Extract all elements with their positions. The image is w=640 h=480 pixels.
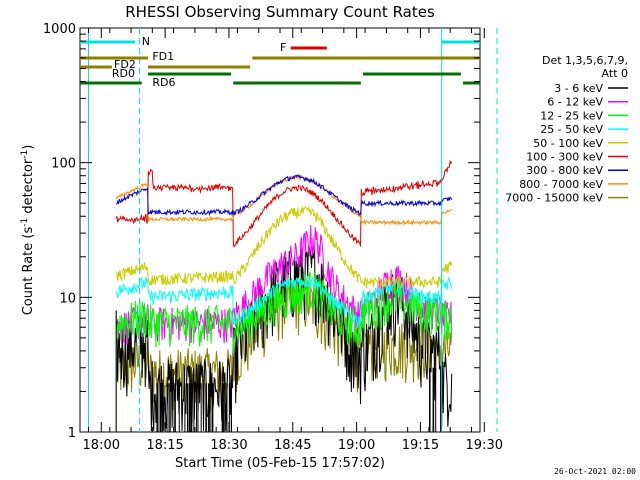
x-tick-label: 19:00 bbox=[338, 438, 375, 453]
series-trace bbox=[115, 224, 453, 345]
x-tick-label: 19:30 bbox=[466, 438, 503, 453]
y-tick-label: 1000 bbox=[43, 22, 76, 37]
series-trace bbox=[115, 159, 453, 249]
y-axis-label-sup1: -1 bbox=[20, 218, 30, 227]
data-layer bbox=[115, 159, 453, 432]
series-trace bbox=[116, 244, 453, 432]
flag-label-rd6: RD6 bbox=[152, 76, 175, 89]
legend-label: 800 - 7000 keV bbox=[519, 178, 603, 191]
legend-header-line2: Att 0 bbox=[602, 67, 628, 80]
y-axis-label: Count Rate (s-1 detector-1) bbox=[20, 145, 36, 316]
flag-label-f: F bbox=[280, 41, 286, 54]
y-tick-label: 10 bbox=[59, 291, 76, 306]
series-trace bbox=[115, 174, 453, 226]
x-tick-label: 18:30 bbox=[210, 438, 247, 453]
y-tick-label: 1 bbox=[68, 426, 76, 441]
legend-label: 50 - 100 keV bbox=[533, 137, 603, 150]
x-tick-label: 18:00 bbox=[83, 438, 120, 453]
y-tick-label: 100 bbox=[51, 157, 76, 172]
flag-label-fd1: FD1 bbox=[152, 50, 174, 63]
chart-title: RHESSI Observing Summary Count Rates bbox=[125, 3, 435, 21]
legend-label: 12 - 25 keV bbox=[540, 109, 603, 122]
series-trace bbox=[115, 271, 453, 354]
series-trace bbox=[115, 205, 453, 289]
x-tick-label: 18:45 bbox=[274, 438, 311, 453]
y-axis-label-part3: ) bbox=[21, 145, 36, 150]
y-axis-label-sup2: -1 bbox=[20, 150, 30, 159]
legend-label: 25 - 50 keV bbox=[540, 123, 603, 136]
y-axis-ticks: 1 10 100 1000 bbox=[43, 22, 480, 441]
flag-label-rd0: RD0 bbox=[112, 67, 135, 80]
generated-timestamp: 26-Oct-2021 02:00 bbox=[554, 467, 636, 476]
x-axis-label: Start Time (05-Feb-15 17:57:02) bbox=[175, 456, 385, 471]
flag-label-n: N bbox=[142, 35, 150, 48]
series-trace bbox=[116, 174, 453, 217]
series-trace bbox=[115, 275, 453, 327]
flag-label-fd2: FD2 bbox=[114, 58, 136, 71]
legend-label: 6 - 12 keV bbox=[547, 96, 603, 109]
legend-header-line1: Det 1,3,5,6,7,9, bbox=[542, 54, 628, 67]
y-axis-label-part1: Count Rate (s bbox=[21, 227, 36, 316]
x-tick-label: 19:15 bbox=[402, 438, 439, 453]
legend-label: 3 - 6 keV bbox=[554, 82, 603, 95]
x-tick-label: 18:15 bbox=[146, 438, 183, 453]
legend-label: 100 - 300 keV bbox=[526, 151, 603, 164]
legend-label: 7000 - 15000 keV bbox=[505, 192, 603, 205]
y-axis-label-part2: detector bbox=[21, 158, 36, 218]
legend-label: 300 - 800 keV bbox=[526, 164, 603, 177]
x-axis-ticks: 18:00 18:15 18:30 18:45 19:00 19:15 19:30 bbox=[83, 28, 503, 453]
